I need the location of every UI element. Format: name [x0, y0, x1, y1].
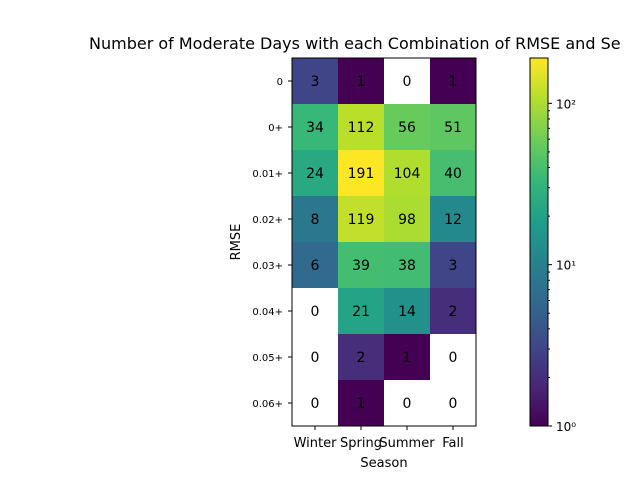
- heatmap-cell: [430, 150, 477, 197]
- heatmap-cell: [384, 288, 431, 335]
- cell-value-label: 2: [449, 304, 458, 320]
- cell-value-label: 1: [449, 74, 458, 90]
- x-tick-label: Winter: [294, 436, 338, 451]
- y-tick-label: 0.02+: [252, 215, 283, 226]
- x-tick-label: Summer: [379, 436, 435, 451]
- heatmap-cell: [338, 380, 385, 427]
- cell-value-label: 38: [398, 258, 416, 274]
- y-tick-label: 0.03+: [252, 261, 283, 272]
- cell-value-label: 21: [352, 304, 370, 320]
- y-tick-label: 0+: [268, 123, 283, 134]
- cell-value-label: 104: [394, 166, 421, 182]
- colorbar-tick-label: 10²: [556, 97, 576, 111]
- x-tick-label: Fall: [442, 436, 463, 451]
- colorbar: [529, 57, 549, 427]
- cell-value-label: 3: [311, 74, 320, 90]
- heatmap-cell: [338, 150, 385, 197]
- colorbar-ticks: 10⁰ 10¹ 10²: [548, 97, 576, 434]
- heatmap-cell: [338, 242, 385, 289]
- cell-value-label: 0: [449, 350, 458, 366]
- cell-value-label: 3: [449, 258, 458, 274]
- cell-value-label: 6: [311, 258, 320, 274]
- chart-title: Number of Moderate Days with each Combin…: [89, 34, 621, 53]
- cell-value-label: 0: [403, 74, 412, 90]
- y-axis-ticks: 0 0+ 0.01+ 0.02+ 0.03+ 0.04+ 0.05+ 0.06+: [252, 77, 292, 410]
- heatmap-cell: [292, 104, 339, 151]
- heatmap-cell: [292, 150, 339, 197]
- y-tick-label: 0: [277, 77, 283, 88]
- cell-value-label: 40: [444, 166, 462, 182]
- cell-value-label: 14: [398, 304, 416, 320]
- y-axis-label: RMSE: [229, 224, 244, 261]
- heatmap-cell: [338, 196, 385, 243]
- cell-value-label: 0: [449, 396, 458, 412]
- cell-value-label: 39: [352, 258, 370, 274]
- heatmap-cell: [384, 150, 431, 197]
- heatmap-cell: [430, 104, 477, 151]
- cell-value-label: 0: [311, 304, 320, 320]
- heatmap-cell: [338, 104, 385, 151]
- cell-value-label: 12: [444, 212, 462, 228]
- plot-frame: [291, 57, 477, 427]
- heatmap-cell: [384, 58, 431, 105]
- cell-value-label: 191: [348, 166, 375, 182]
- cell-value-label: 0: [311, 350, 320, 366]
- cell-value-label: 119: [348, 212, 375, 228]
- cell-value-label: 112: [348, 120, 375, 136]
- colorbar-tick-label: 10⁰: [556, 420, 576, 434]
- cell-value-label: 0: [403, 396, 412, 412]
- heatmap-cell: [430, 196, 477, 243]
- cell-value-label: 1: [357, 74, 366, 90]
- heatmap-cell: [338, 334, 385, 381]
- cell-value-label: 98: [398, 212, 416, 228]
- heatmap-cell: [384, 334, 431, 381]
- cell-value-label: 51: [444, 120, 462, 136]
- heatmap-cell: [430, 288, 477, 335]
- cell-value-label: 0: [311, 396, 320, 412]
- cell-value-label: 24: [306, 166, 324, 182]
- y-tick-label: 0.01+: [252, 169, 283, 180]
- cell-value-label: 1: [403, 350, 412, 366]
- heatmap-cell: [292, 288, 339, 335]
- y-tick-label: 0.05+: [252, 353, 283, 364]
- colorbar-tick-label: 10¹: [556, 259, 576, 273]
- cell-value-label: 2: [357, 350, 366, 366]
- heatmap-cell: [338, 288, 385, 335]
- x-axis-label: Season: [360, 456, 407, 471]
- heatmap-cell: [384, 242, 431, 289]
- heatmap-cell: [384, 380, 431, 427]
- heatmap-cell: [430, 334, 477, 381]
- heatmap-cell: [384, 104, 431, 151]
- heatmap-cell: [430, 380, 477, 427]
- heatmap-cell: [292, 334, 339, 381]
- cell-value-label: 8: [311, 212, 320, 228]
- heatmap-cell: [384, 196, 431, 243]
- y-tick-label: 0.04+: [252, 307, 283, 318]
- heatmap-cell: [292, 58, 339, 105]
- cell-value-label: 1: [357, 396, 366, 412]
- y-tick-label: 0.06+: [252, 399, 283, 410]
- heatmap-cell: [430, 58, 477, 105]
- heatmap-cell: [430, 242, 477, 289]
- heatmap-cell: [338, 58, 385, 105]
- cell-value-label: 56: [398, 120, 416, 136]
- x-tick-label: Spring: [340, 436, 382, 451]
- heatmap-cell: [292, 196, 339, 243]
- heatmap-cell: [292, 380, 339, 427]
- heatmap-cell: [292, 242, 339, 289]
- cell-value-label: 34: [306, 120, 324, 136]
